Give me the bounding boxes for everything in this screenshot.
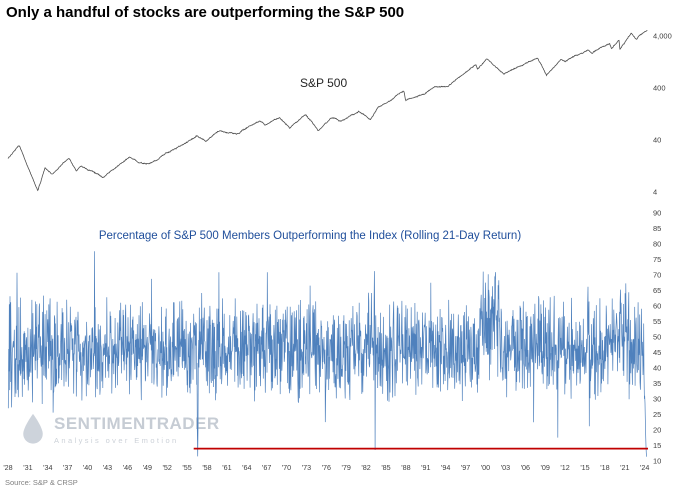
sp500-series-label: S&P 500 xyxy=(300,76,348,90)
x-tick-label: '88 xyxy=(401,463,410,472)
x-tick-label: '85 xyxy=(381,463,390,472)
x-tick-label: '61 xyxy=(222,463,231,472)
x-tick-label: '70 xyxy=(282,463,291,472)
chart-title: Only a handful of stocks are outperformi… xyxy=(6,4,405,21)
x-tick-label: '94 xyxy=(441,463,450,472)
sentimentrader-logo-icon xyxy=(23,413,43,444)
pct-y-tick-label: 15 xyxy=(653,441,661,450)
pct-panel-title: Percentage of S&P 500 Members Outperform… xyxy=(98,230,522,242)
x-tick-label: '76 xyxy=(322,463,331,472)
pct-y-tick-label: 35 xyxy=(653,379,661,388)
x-tick-label: '64 xyxy=(242,463,251,472)
watermark: SENTIMENTRADER Analysis over Emotion xyxy=(20,412,220,446)
x-tick-label: '43 xyxy=(103,463,112,472)
x-tick-label: '52 xyxy=(163,463,172,472)
x-tick-label: '12 xyxy=(560,463,569,472)
source-note: Source: S&P & CRSP xyxy=(5,478,78,487)
x-tick-label: '82 xyxy=(361,463,370,472)
x-tick-label: '46 xyxy=(123,463,132,472)
x-tick-label: '24 xyxy=(640,463,649,472)
pct-outperforming-series xyxy=(7,251,648,457)
pct-y-tick-label: 90 xyxy=(653,209,661,218)
pct-y-tick-label: 70 xyxy=(653,271,661,280)
pct-y-tick-label: 60 xyxy=(653,302,661,311)
x-tick-label: '31 xyxy=(23,463,32,472)
watermark-tagline: Analysis over Emotion xyxy=(54,435,179,445)
pct-y-tick-label: 40 xyxy=(653,364,661,373)
sp-y-tick-label: 4,000 xyxy=(653,32,672,41)
x-tick-label: '73 xyxy=(302,463,311,472)
sp500-line-series xyxy=(7,29,648,192)
x-tick-label: '58 xyxy=(202,463,211,472)
x-tick-label: '28 xyxy=(3,463,12,472)
watermark-brand: SENTIMENTRADER xyxy=(54,413,220,433)
x-tick-label: '67 xyxy=(262,463,271,472)
x-tick-label: '55 xyxy=(182,463,191,472)
pct-y-tick-label: 75 xyxy=(653,255,661,264)
x-tick-label: '09 xyxy=(541,463,550,472)
x-tick-label: '18 xyxy=(600,463,609,472)
pct-y-tick-label: 30 xyxy=(653,395,661,404)
sp-y-tick-label: 400 xyxy=(653,84,666,93)
pct-y-tick-label: 80 xyxy=(653,240,661,249)
pct-y-tick-label: 50 xyxy=(653,333,661,342)
pct-y-tick-label: 55 xyxy=(653,317,661,326)
x-tick-label: '34 xyxy=(43,463,52,472)
x-tick-label: '91 xyxy=(421,463,430,472)
x-tick-label: '21 xyxy=(620,463,629,472)
sp-y-tick-label: 4 xyxy=(653,188,657,197)
x-tick-label: '40 xyxy=(83,463,92,472)
x-tick-label: '37 xyxy=(63,463,72,472)
x-tick-label: '06 xyxy=(521,463,530,472)
x-tick-label: '15 xyxy=(580,463,589,472)
x-tick-label: '97 xyxy=(461,463,470,472)
sp-y-tick-label: 40 xyxy=(653,136,661,145)
x-tick-label: '79 xyxy=(342,463,351,472)
pct-y-tick-label: 20 xyxy=(653,426,661,435)
x-tick-label: '00 xyxy=(481,463,490,472)
pct-y-tick-label: 45 xyxy=(653,348,661,357)
pct-y-tick-label: 10 xyxy=(653,457,661,466)
pct-y-tick-label: 25 xyxy=(653,410,661,419)
pct-y-tick-label: 65 xyxy=(653,286,661,295)
pct-y-tick-label: 85 xyxy=(653,224,661,233)
x-tick-label: '03 xyxy=(501,463,510,472)
x-tick-label: '49 xyxy=(143,463,152,472)
